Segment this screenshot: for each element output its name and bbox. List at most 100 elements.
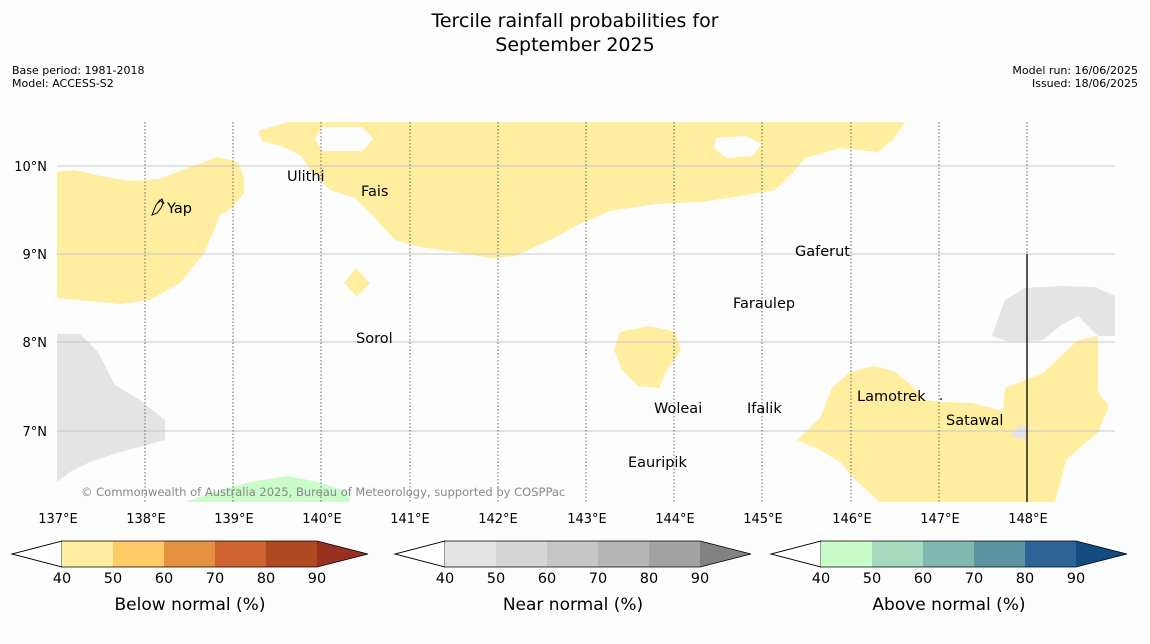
hole-north-2 (714, 136, 762, 158)
lon-label: 144°E (655, 512, 695, 527)
place-label-fais: Fais (361, 184, 388, 200)
place-label-satawal: Satawal (946, 413, 1003, 429)
title-line-2: September 2025 (495, 34, 655, 56)
colorbar-swatch (445, 541, 496, 567)
model-run: Model run: 16/06/2025 (1012, 64, 1138, 77)
colorbar-swatch (1076, 541, 1127, 567)
colorbar-above-normal: 40 50 60 70 80 90 Above normal (%) (769, 540, 1128, 615)
longitude-labels: 137°E 138°E 139°E 140°E 141°E 142°E 143°… (38, 512, 1048, 527)
colorbar-tick: 70 (589, 571, 607, 587)
base-period: Base period: 1981-2018 (12, 64, 145, 77)
colorbar-swatch (266, 541, 317, 567)
place-label-lamotrek: Lamotrek (857, 389, 926, 405)
colorbar-swatch (215, 541, 266, 567)
colorbar-swatch (700, 541, 751, 567)
island-dot (940, 398, 942, 400)
title-line-1: Tercile rainfall probabilities for (431, 10, 719, 32)
colorbar-tick: 60 (538, 571, 556, 587)
below-normal-region-central (614, 326, 681, 388)
hole-north-1 (315, 127, 373, 151)
colorbar-near-normal: 40 50 60 70 80 90 Near normal (%) (393, 540, 752, 615)
colorbar-swatch (113, 541, 164, 567)
colorbar-tick: 80 (257, 571, 275, 587)
lon-label: 143°E (567, 512, 607, 527)
near-normal-region-west (57, 334, 165, 482)
colorbar-tick: 70 (965, 571, 983, 587)
colorbar-tick: 40 (53, 571, 71, 587)
lon-label: 139°E (214, 512, 254, 527)
colorbar-swatch (769, 540, 822, 568)
colorbar-tick: 90 (1067, 571, 1085, 587)
colorbar-swatch (496, 541, 547, 567)
below-normal-region-east-edge (1032, 432, 1052, 448)
lon-label: 147°E (920, 512, 960, 527)
place-label-faraulep: Faraulep (733, 296, 795, 312)
lon-label: 146°E (832, 512, 872, 527)
colorbar-tick: 50 (104, 571, 122, 587)
colorbar-swatch (649, 541, 700, 567)
colorbar-swatch (974, 541, 1025, 567)
place-label-yap: Yap (166, 201, 192, 217)
lon-label: 148°E (1008, 512, 1048, 527)
colorbar-title: Below normal (%) (115, 595, 266, 615)
lon-label: 142°E (478, 512, 518, 527)
meta-left: Base period: 1981-2018 Model: ACCESS-S2 (12, 64, 144, 90)
colorbar-tick: 50 (863, 571, 881, 587)
colorbar-swatch (547, 541, 598, 567)
colorbar-title: Near normal (%) (503, 595, 643, 615)
colorbar-swatch (317, 541, 368, 567)
colorbar-tick: 90 (691, 571, 709, 587)
lat-label: 9°N (23, 248, 48, 263)
colorbar-swatch (164, 541, 215, 567)
colorbar-below-normal: 40 50 60 70 80 90 Below normal (%) (10, 540, 369, 615)
meta-right: Model run: 16/06/2025 Issued: 18/06/2025 (1012, 64, 1138, 90)
issued-date: Issued: 18/06/2025 (1031, 77, 1138, 90)
place-label-eauripik: Eauripik (628, 455, 687, 471)
colorbar-swatch (923, 541, 974, 567)
copyright-notice: © Commonwealth of Australia 2025, Bureau… (81, 485, 565, 499)
colorbar-tick: 40 (436, 571, 454, 587)
below-normal-region-east (797, 336, 1109, 502)
colorbar-swatch (10, 540, 63, 568)
colorbar-swatch (62, 541, 113, 567)
colorbar-tick: 70 (206, 571, 224, 587)
colorbar-title: Above normal (%) (872, 595, 1025, 615)
place-label-ulithi: Ulithi (287, 169, 325, 185)
lon-label: 137°E (38, 512, 78, 527)
place-labels: Yap Ulithi Fais Gaferut Faraulep Sorol L… (166, 169, 1003, 471)
place-label-woleai: Woleai (654, 401, 702, 417)
colorbar-swatch (872, 541, 923, 567)
colorbar-swatch (393, 540, 446, 568)
latitude-labels: 10°N 9°N 8°N 7°N (14, 160, 47, 440)
place-label-ifalik: Ifalik (747, 401, 782, 417)
below-normal-region-small (344, 268, 370, 297)
colorbar-tick: 60 (155, 571, 173, 587)
colorbar-swatch (1025, 541, 1076, 567)
near-normal-region-east (992, 286, 1115, 342)
near-normal-region-east-small (1010, 424, 1028, 440)
place-label-gaferut: Gaferut (795, 244, 850, 260)
lon-label: 141°E (390, 512, 430, 527)
model-name: Model: ACCESS-S2 (12, 77, 114, 90)
colorbar-tick: 40 (812, 571, 830, 587)
colorbar-tick: 90 (308, 571, 326, 587)
map-title: Tercile rainfall probabilities for Septe… (0, 9, 1150, 57)
below-normal-region-west (57, 157, 244, 304)
colorbar-tick: 80 (1016, 571, 1034, 587)
colorbar-outline (393, 540, 752, 568)
lon-label: 140°E (302, 512, 342, 527)
colorbar-outline (10, 540, 369, 568)
colorbar-tick: 50 (487, 571, 505, 587)
yap-island-outline (151, 198, 165, 216)
above-normal-region-south (185, 476, 350, 502)
lat-label: 7°N (23, 425, 48, 440)
colorbar-swatch (821, 541, 872, 567)
lat-label: 10°N (14, 160, 47, 175)
place-label-sorol: Sorol (356, 331, 393, 347)
forecast-shading (57, 122, 1115, 502)
colorbar-outline (769, 540, 1128, 568)
lat-label: 8°N (23, 336, 48, 351)
colorbar-swatch (598, 541, 649, 567)
lon-label: 138°E (126, 512, 166, 527)
